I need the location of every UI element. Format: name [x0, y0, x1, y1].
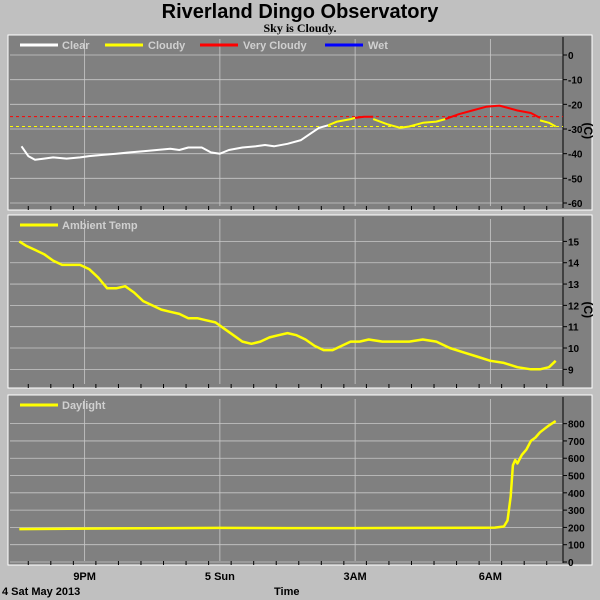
y-tick-label: 400 — [568, 489, 585, 500]
y-tick-label: 600 — [568, 454, 585, 465]
chart-panel-sky-temperature — [7, 34, 593, 211]
legend-label: Very Cloudy — [243, 40, 307, 52]
legend-label: Ambient Temp — [62, 220, 138, 232]
legend-label: Clear — [62, 40, 90, 52]
series-line — [444, 104, 541, 121]
legend-label: Cloudy — [148, 40, 186, 52]
y-tick-label: 12 — [568, 301, 580, 312]
chart-panel-daylight — [7, 394, 593, 566]
series-line — [20, 124, 329, 161]
y-tick-label: 9 — [568, 365, 574, 376]
legend-label: Wet — [368, 40, 388, 52]
y-axis-unit-label: (C) — [581, 123, 595, 140]
y-tick-label: 0 — [568, 51, 574, 62]
y-tick-label: 300 — [568, 506, 585, 517]
y-tick-label: -60 — [568, 199, 583, 210]
y-tick-label: 0 — [568, 558, 574, 569]
page-title: Riverland Dingo Observatory — [161, 1, 439, 23]
y-tick-label: 13 — [568, 280, 580, 291]
y-tick-label: 100 — [568, 541, 585, 552]
y-tick-label: -50 — [568, 174, 583, 185]
y-tick-label: 14 — [568, 259, 580, 270]
chart-panel-ambient-temperature — [7, 214, 593, 389]
series-line — [18, 240, 557, 371]
y-tick-label: 700 — [568, 437, 585, 448]
series-line — [327, 116, 356, 127]
sky-status-subtitle: Sky is Cloudy. — [263, 21, 337, 35]
y-tick-label: 15 — [568, 237, 580, 248]
x-tick-label: 5 Sun — [205, 571, 235, 583]
x-tick-label: 9PM — [73, 571, 96, 583]
y-tick-label: -40 — [568, 150, 583, 161]
x-tick-label: 6AM — [479, 571, 502, 583]
legend-label: Daylight — [62, 400, 106, 412]
date-label: 4 Sat May 2013 — [2, 586, 81, 598]
y-tick-label: 500 — [568, 472, 585, 483]
y-tick-label: -20 — [568, 100, 583, 111]
series-line — [372, 118, 446, 129]
y-tick-label: -30 — [568, 125, 583, 136]
y-tick-label: 11 — [568, 323, 579, 334]
y-tick-label: 10 — [568, 344, 580, 355]
y-tick-label: -10 — [568, 76, 583, 87]
x-tick-label: 3AM — [344, 571, 367, 583]
y-tick-label: 800 — [568, 420, 585, 431]
y-tick-label: 200 — [568, 523, 585, 534]
x-axis-label: Time — [274, 586, 300, 598]
series-line — [19, 420, 557, 531]
series-line — [539, 119, 557, 128]
y-axis-unit-label: (C) — [581, 302, 595, 319]
series-line — [354, 115, 374, 119]
